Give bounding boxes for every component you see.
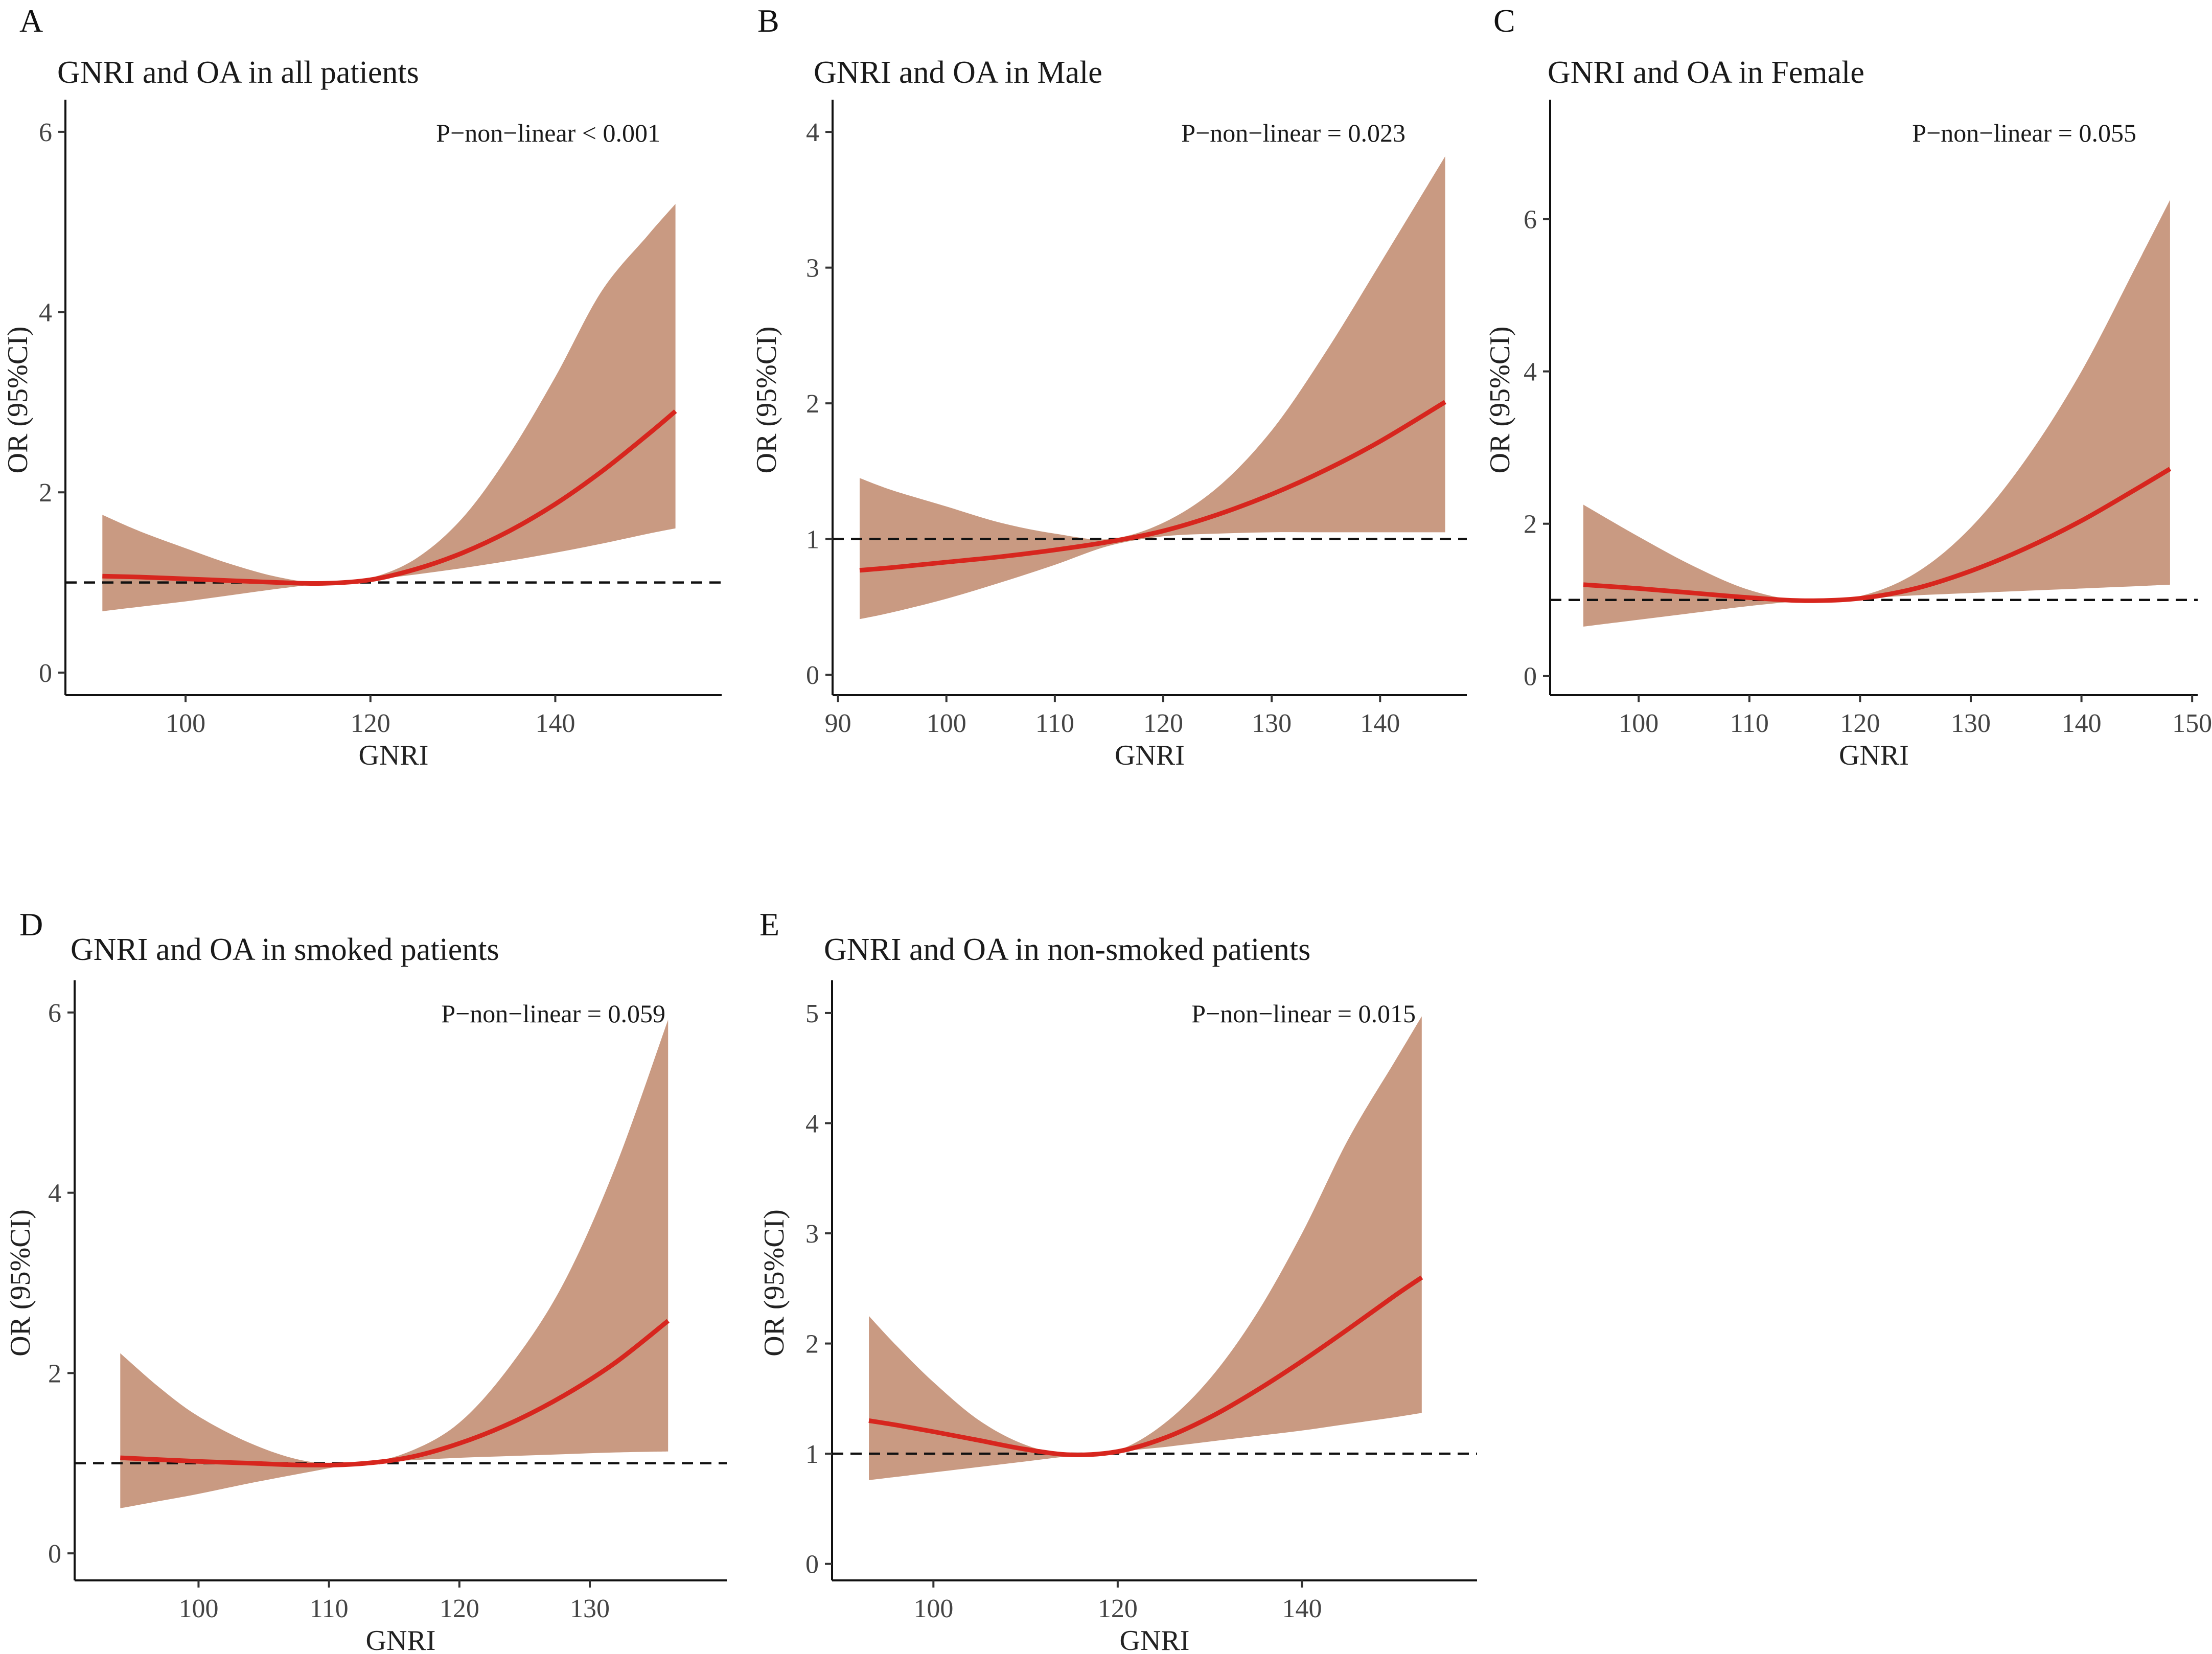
panel-c-y-tick-label: 2 [1524,510,1537,539]
panel-b-x-tick-label: 110 [1035,709,1074,738]
panel-e-y-tick-label: 2 [805,1330,819,1359]
panel-c-x-tick-label: 100 [1619,709,1658,738]
panel-a: A GNRI and OA in all patients 0 2 4 6 100 120 14… [2,3,722,771]
panel-e-ci-band [869,1016,1422,1480]
panel-a-or-curve [102,409,677,586]
panel-d-y-tick-label: 4 [48,1179,61,1208]
panel-c-x-tick-label: 140 [2062,709,2102,738]
panel-b-y-tick-label: 4 [806,118,819,147]
panel-d-x-tick-label: 110 [310,1594,349,1623]
panel-c-x-tick-label: 130 [1951,709,1991,738]
panel-a-x-tick-label: 140 [535,709,575,738]
panel-a-x-tick-label: 100 [166,709,205,738]
panel-e-p-nonlinear: P−non−linear = 0.015 [1191,999,1416,1028]
panel-c-y-tick-label: 0 [1524,662,1537,692]
panel-b-letter: B [757,3,779,39]
panel-a-x-axis-title: GNRI [359,740,429,771]
panel-d-x-tick-label: 100 [178,1594,218,1623]
panel-a-p-nonlinear: P−non−linear < 0.001 [436,119,660,147]
panel-c-y-tick-label: 4 [1524,358,1537,387]
panel-b-title: GNRI and OA in Male [814,55,1102,90]
panel-b-x-tick-label: 130 [1252,709,1292,738]
panel-e-y-axis-title: OR (95%CI) [758,1209,790,1357]
panel-e-y-tick-label: 0 [805,1550,819,1579]
panel-e-or-curve [868,1275,1423,1457]
panel-e-y-tick-label: 3 [805,1220,819,1249]
panel-b-x-tick-label: 140 [1360,709,1400,738]
panel-e-letter: E [759,906,779,943]
panel-b-y-tick-label: 0 [806,661,819,690]
panel-b-ci-band [860,156,1445,619]
panel-d-y-axis-title: OR (95%CI) [5,1209,36,1357]
panel-b-y-tick-label: 2 [806,389,819,419]
panel-c-y-axis-title: OR (95%CI) [1484,327,1516,474]
panel-a-x-tick-label: 120 [351,709,390,738]
panel-c-x-axis-title: GNRI [1839,740,1909,771]
panel-b-y-tick-label: 3 [806,254,819,283]
panel-e-x-tick-label: 140 [1282,1594,1322,1623]
panel-e-y-tick-label: 5 [805,999,819,1028]
panel-d-title: GNRI and OA in smoked patients [71,932,499,967]
panel-d-letter: D [19,906,43,943]
panel-d-ci-band [120,1020,669,1508]
panel-e-title: GNRI and OA in non-smoked patients [824,932,1310,967]
panel-a-y-tick-label: 2 [39,478,52,508]
panel-e-y-tick-label: 4 [805,1109,819,1138]
panel-d-or-curve [120,1319,670,1467]
panel-a-title: GNRI and OA in all patients [57,55,419,90]
panel-c-p-nonlinear: P−non−linear = 0.055 [1912,119,2136,147]
panel-a-y-tick-label: 6 [39,118,52,147]
panel-c-x-tick-label: 150 [2172,709,2212,738]
panel-c: C GNRI and OA in Female 0 2 4 6 100 110 120 130 14… [1484,3,2212,771]
panel-e-x-tick-label: 120 [1098,1594,1138,1623]
panel-b-or-curve [859,400,1446,573]
panel-b-p-nonlinear: P−non−linear = 0.023 [1181,119,1405,147]
panel-d-x-axis-title: GNRI [366,1625,436,1654]
panel-c-x-tick-label: 110 [1730,709,1769,738]
panel-d-y-tick-label: 2 [48,1359,61,1388]
panel-e-x-tick-label: 100 [913,1594,953,1623]
panel-b-y-tick-label: 1 [806,525,819,555]
panel-d-x-tick-label: 130 [570,1594,610,1623]
panel-a-letter: A [19,3,43,39]
panel-c-or-curve [1583,467,2172,603]
panel-a-y-axis-title: OR (95%CI) [2,327,34,474]
panel-c-y-tick-label: 6 [1524,205,1537,235]
panel-a-ci-band [102,204,676,611]
panel-b: B GNRI and OA in Male 0 1 2 3 4 90 100 110 120 130 1… [751,3,1467,771]
panel-d-p-nonlinear: P−non−linear = 0.059 [441,999,665,1028]
panel-c-x-tick-label: 120 [1840,709,1880,738]
panel-b-x-tick-label: 90 [825,709,851,738]
panel-d-x-tick-label: 120 [440,1594,479,1623]
panel-a-y-tick-label: 0 [39,659,52,688]
panel-a-y-tick-label: 4 [39,298,52,328]
panel-b-x-tick-label: 120 [1143,709,1183,738]
panel-c-letter: C [1493,3,1515,39]
panel-b-y-axis-title: OR (95%CI) [751,327,782,474]
panel-d-y-tick-label: 6 [48,999,61,1028]
panel-c-ci-band [1583,200,2170,627]
panel-d: D GNRI and OA in smoked patients 0 2 4 6 100 11… [5,906,727,1654]
panel-b-x-tick-label: 100 [927,709,966,738]
panel-e: E GNRI and OA in non-smoked patients 0 1 2 3 4… [758,906,1477,1654]
panel-e-y-tick-label: 1 [805,1440,819,1469]
panel-b-x-axis-title: GNRI [1115,740,1185,771]
panel-d-y-tick-label: 0 [48,1540,61,1569]
panel-e-x-axis-title: GNRI [1120,1625,1190,1654]
panel-c-title: GNRI and OA in Female [1548,55,1864,90]
